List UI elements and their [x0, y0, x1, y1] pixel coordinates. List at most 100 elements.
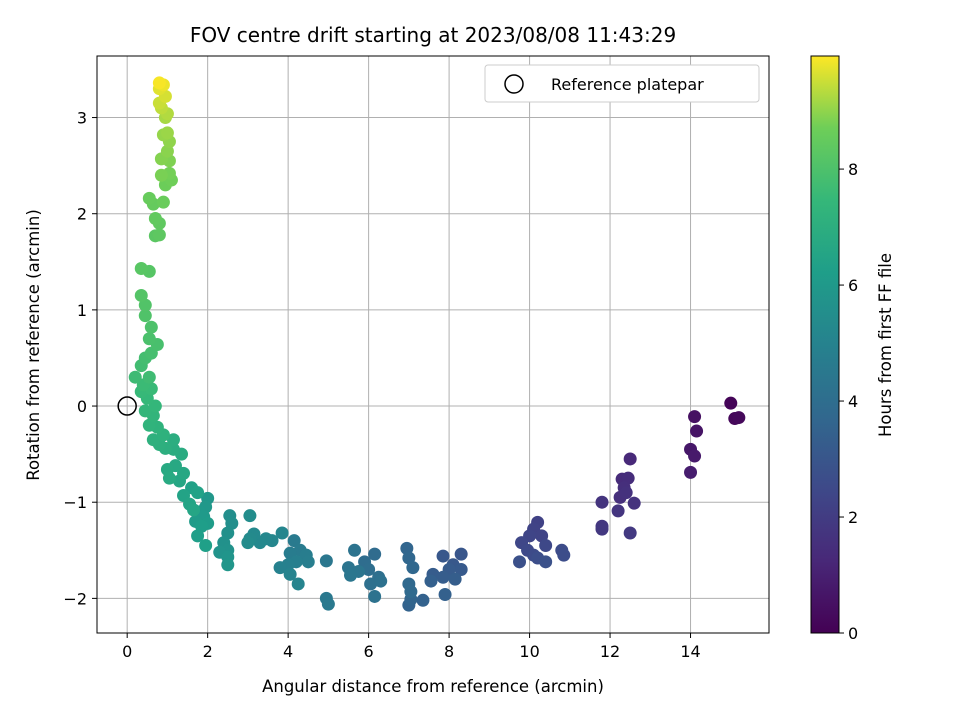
- data-point: [688, 410, 702, 424]
- data-point: [273, 561, 287, 575]
- data-point: [243, 509, 257, 523]
- data-point: [221, 558, 235, 572]
- y-tick-label: −1: [63, 493, 87, 512]
- data-point: [438, 588, 452, 602]
- data-point: [191, 529, 205, 543]
- data-point: [166, 433, 180, 447]
- data-point: [287, 534, 301, 548]
- data-point: [368, 547, 382, 561]
- y-axis-label: Rotation from reference (arcmin): [24, 209, 43, 481]
- data-point: [539, 555, 553, 569]
- data-point: [623, 452, 637, 466]
- grid: [97, 56, 769, 633]
- reference-platepar-marker: [117, 396, 137, 416]
- x-tick-label: 0: [122, 642, 132, 661]
- y-tick-label: 3: [77, 109, 87, 128]
- data-point: [321, 597, 335, 611]
- data-point: [134, 262, 148, 276]
- data-point: [424, 574, 438, 588]
- data-point: [436, 570, 450, 584]
- data-point: [142, 191, 156, 205]
- data-point: [142, 332, 156, 346]
- data-point: [152, 228, 166, 242]
- data-point: [319, 554, 333, 568]
- data-point: [152, 76, 166, 90]
- legend-marker-icon: [504, 74, 524, 94]
- data-point: [513, 555, 527, 569]
- data-point: [199, 538, 213, 552]
- y-tick-label: 2: [77, 205, 87, 224]
- data-point: [623, 526, 637, 540]
- data-point: [611, 504, 625, 518]
- data-point: [454, 563, 468, 577]
- legend: Reference platepar: [484, 64, 760, 103]
- data-point: [406, 561, 420, 575]
- colorbar: 0 2 4 6 8 Hours from first FF file: [810, 55, 895, 643]
- data-point: [344, 568, 358, 582]
- data-point: [142, 370, 156, 384]
- data-point: [362, 563, 376, 577]
- data-point: [146, 433, 160, 447]
- data-point: [448, 572, 462, 586]
- data-point: [160, 126, 174, 140]
- x-tick-label: 4: [283, 642, 293, 661]
- data-point: [275, 526, 289, 540]
- x-axis-label: Angular distance from reference (arcmin): [262, 677, 604, 696]
- data-point: [241, 536, 255, 550]
- x-tick-label: 12: [600, 642, 620, 661]
- scatter-points: [128, 76, 746, 612]
- chart-title: FOV centre drift starting at 2023/08/08 …: [190, 23, 676, 47]
- data-point: [156, 195, 170, 209]
- data-point: [416, 593, 430, 607]
- colorbar-gradient: [810, 55, 840, 634]
- x-axis-ticks: 0 2 4 6 8 10 12 14: [122, 633, 701, 661]
- data-point: [627, 496, 641, 510]
- data-point: [539, 538, 553, 552]
- data-point: [134, 288, 148, 302]
- data-point: [162, 471, 176, 485]
- x-tick-label: 2: [203, 642, 213, 661]
- data-point: [619, 486, 633, 500]
- data-point: [177, 466, 191, 480]
- data-point: [368, 589, 382, 603]
- data-point: [690, 424, 704, 438]
- data-point: [148, 399, 162, 413]
- y-tick-label: −2: [63, 589, 87, 608]
- colorbar-ticks: 0 2 4 6 8: [839, 160, 858, 643]
- colorbar-tick-label: 2: [848, 508, 858, 527]
- data-point: [364, 577, 378, 591]
- data-point: [374, 574, 388, 588]
- data-point: [436, 549, 450, 563]
- x-tick-label: 8: [444, 642, 454, 661]
- data-point: [348, 543, 362, 557]
- data-point: [557, 548, 571, 562]
- colorbar-tick-label: 6: [848, 276, 858, 295]
- plot-frame: [96, 55, 770, 634]
- x-tick-label: 10: [519, 642, 539, 661]
- colorbar-tick-label: 8: [848, 160, 858, 179]
- data-point: [732, 411, 746, 425]
- colorbar-tick-label: 4: [848, 392, 858, 411]
- colorbar-label: Hours from first FF file: [876, 253, 895, 437]
- data-point: [595, 495, 609, 509]
- data-point: [144, 320, 158, 334]
- data-point: [595, 522, 609, 536]
- plot-background: [97, 56, 769, 633]
- y-tick-label: 1: [77, 301, 87, 320]
- data-point: [128, 370, 142, 384]
- data-point: [138, 404, 152, 418]
- legend-label: Reference platepar: [551, 75, 704, 94]
- data-point: [191, 486, 205, 500]
- y-axis-ticks: −2 −1 0 1 2 3: [63, 109, 97, 608]
- data-point: [688, 449, 702, 463]
- data-point: [454, 547, 468, 561]
- data-point: [148, 212, 162, 226]
- data-point: [138, 309, 152, 323]
- data-point: [283, 567, 297, 581]
- legend-box: [484, 64, 760, 103]
- data-point: [291, 577, 305, 591]
- data-point: [684, 465, 698, 479]
- data-point: [187, 503, 201, 517]
